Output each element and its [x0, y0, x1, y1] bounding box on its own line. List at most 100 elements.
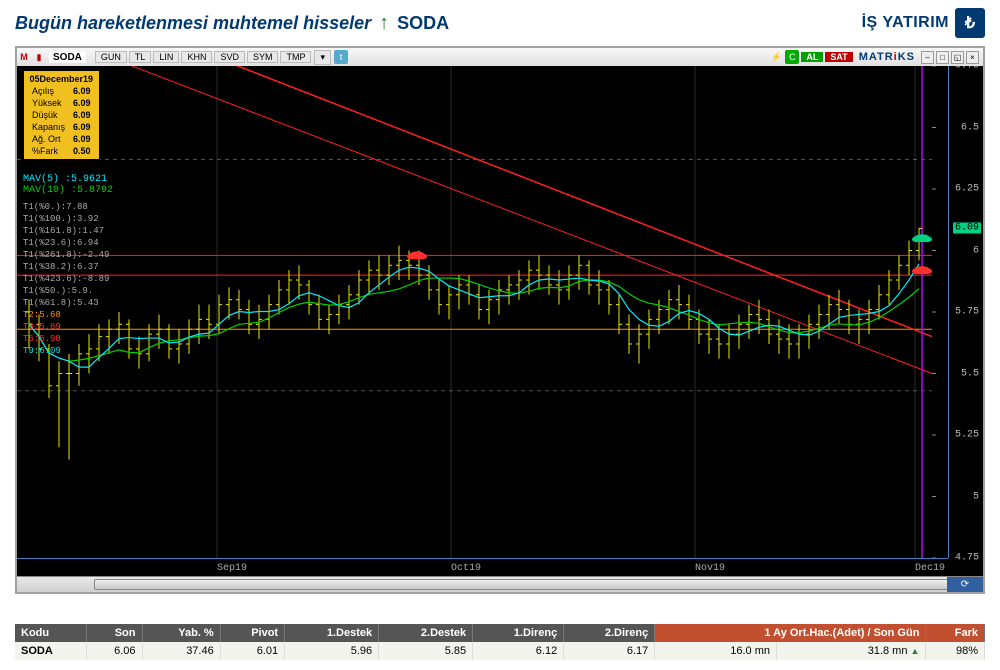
- table-cell: 6.01: [220, 642, 284, 660]
- close-icon[interactable]: ×: [966, 51, 979, 64]
- table-cell: 5.85: [379, 642, 473, 660]
- table-cell: 37.46: [142, 642, 220, 660]
- indicator-line-label: T1(%38.2):6.37: [23, 261, 109, 273]
- twitter-icon[interactable]: t: [334, 50, 348, 64]
- table-header: Son: [86, 624, 142, 642]
- ohlc-value: 6.09: [69, 109, 95, 121]
- indicator-line-label: T6:5.98: [23, 333, 109, 345]
- table-header-group: 1 Ay Ort.Hac.(Adet) / Son Gün: [655, 624, 926, 642]
- y-tick: 5.25: [955, 430, 979, 441]
- indicator-line-label: T1(%161.8):1.47: [23, 225, 109, 237]
- toolbar-btn-khn[interactable]: KHN: [181, 51, 212, 63]
- app-icon: M: [17, 50, 31, 64]
- logo-text: İŞ YATIRIM: [862, 14, 949, 32]
- dropdown-icon[interactable]: ▾: [314, 50, 331, 65]
- toolbar-btn-gun[interactable]: GUN: [95, 51, 127, 63]
- indicator-line-label: T1(%50.):5.9.: [23, 285, 109, 297]
- x-tick: Nov19: [695, 563, 725, 574]
- ohlc-value: 6.09: [69, 121, 95, 133]
- indicator-line-label: T1(%423.6):-8.89: [23, 273, 109, 285]
- indicator-line-label: T9:6.09: [23, 345, 109, 357]
- header-title: Bugün hareketlenmesi muhtemel hisseler ↑…: [15, 12, 449, 35]
- table-cell: 31.8 mn ▲: [777, 642, 926, 660]
- x-tick: Dec19: [915, 563, 945, 574]
- logo-badge-icon: ₺: [955, 8, 985, 38]
- table-cell: 16.0 mn: [655, 642, 777, 660]
- table-cell: 6.06: [86, 642, 142, 660]
- y-axis: 6.756.56.2565.755.55.2554.756.09: [948, 66, 983, 558]
- x-axis: Sep19Oct19Nov19Dec19: [17, 558, 948, 576]
- toolbar-btn-lin[interactable]: LIN: [153, 51, 179, 63]
- ohlc-box: 05December19 Açılış6.09Yüksek6.09Düşük6.…: [23, 70, 100, 160]
- y-tick: 4.75: [955, 553, 979, 564]
- maximize-icon[interactable]: □: [936, 51, 949, 64]
- ohlc-label: Ağ. Ort: [28, 133, 69, 145]
- table-cell: 98%: [926, 642, 985, 660]
- toolbar-btn-sym[interactable]: SYM: [247, 51, 279, 63]
- toolbar-symbol[interactable]: SODA: [49, 52, 86, 63]
- up-arrow-icon: ↑: [379, 12, 389, 35]
- table-cell: 6.17: [564, 642, 655, 660]
- ohlc-label: Kapanış: [28, 121, 69, 133]
- ma10-value: :5.8792: [71, 185, 113, 196]
- chart-body[interactable]: 05December19 Açılış6.09Yüksek6.09Düşük6.…: [17, 66, 983, 576]
- y-tick: 6.5: [961, 122, 979, 133]
- table-header: Kodu: [15, 624, 86, 642]
- chart-window: M ▮ SODA GUNTLLINKHNSVDSYMTMP ▾ t ⚡ C AL…: [15, 46, 985, 594]
- up-triangle-icon: ▲: [911, 646, 920, 656]
- ohlc-value: 6.09: [69, 97, 95, 109]
- chart-canvas[interactable]: [17, 66, 967, 576]
- matriks-brand: MATRiKS: [859, 51, 915, 63]
- indicator-line-label: T1(%0.):7.88: [23, 201, 109, 213]
- scrollbar-corner-icon[interactable]: ⟳: [947, 577, 983, 592]
- chart-toolbar: M ▮ SODA GUNTLLINKHNSVDSYMTMP ▾ t ⚡ C AL…: [17, 48, 983, 66]
- ohlc-value: 6.09: [69, 133, 95, 145]
- ohlc-date: 05December19: [28, 73, 95, 85]
- refresh-icon[interactable]: C: [785, 50, 799, 64]
- ohlc-label: Düşük: [28, 109, 69, 121]
- toolbar-btn-tmp[interactable]: TMP: [280, 51, 311, 63]
- ma10-label: MAV(10): [23, 185, 65, 196]
- scrollbar-thumb[interactable]: [94, 579, 963, 590]
- buy-button[interactable]: AL: [801, 52, 823, 62]
- indicator-line-label: T1(%261.8):-2.49: [23, 249, 109, 261]
- chart-type-icon[interactable]: ▮: [32, 50, 46, 64]
- ohlc-value: 0.50: [69, 145, 95, 157]
- indicator-line-label: T1(%61.8):5.43: [23, 297, 109, 309]
- y-tick: 6: [973, 245, 979, 256]
- y-tick: 6.25: [955, 184, 979, 195]
- table-header: 1.Direnç: [473, 624, 564, 642]
- brand-logo: İŞ YATIRIM ₺: [862, 8, 985, 38]
- horizontal-scrollbar[interactable]: ⟳: [17, 576, 983, 592]
- title-prefix: Bugün hareketlenmesi muhtemel hisseler: [15, 13, 371, 34]
- indicator-line-label: T1(%100.):3.92: [23, 213, 109, 225]
- table-cell: 6.12: [473, 642, 564, 660]
- minimize-icon[interactable]: –: [921, 51, 934, 64]
- y-tick: 5: [973, 491, 979, 502]
- table-header: 2.Destek: [379, 624, 473, 642]
- x-tick: Sep19: [217, 563, 247, 574]
- sell-button[interactable]: SAT: [825, 52, 852, 62]
- table-header-fark: Fark: [926, 624, 985, 642]
- page-header: Bugün hareketlenmesi muhtemel hisseler ↑…: [0, 0, 1000, 46]
- toolbar-btn-tl[interactable]: TL: [129, 51, 152, 63]
- ohlc-value: 6.09: [69, 85, 95, 97]
- indicator-line-label: T1(%23.6):6.94: [23, 237, 109, 249]
- table-header: Yab. %: [142, 624, 220, 642]
- table-header: Pivot: [220, 624, 284, 642]
- indicator-line-label: T2:5.68: [23, 309, 109, 321]
- indicator-labels: T1(%0.):7.88T1(%100.):3.92T1(%161.8):1.4…: [23, 201, 109, 357]
- table-header: 1.Destek: [285, 624, 379, 642]
- header-ticker: SODA: [397, 13, 449, 34]
- y-tick: 5.5: [961, 368, 979, 379]
- ohlc-label: Yüksek: [28, 97, 69, 109]
- ma5-value: :5.9621: [65, 174, 107, 185]
- restore-icon[interactable]: ◱: [951, 51, 964, 64]
- ma5-label: MAV(5): [23, 174, 59, 185]
- y-tick: 5.75: [955, 307, 979, 318]
- table-header: 2.Direnç: [564, 624, 655, 642]
- toolbar-btn-svd[interactable]: SVD: [214, 51, 245, 63]
- y-tick: 6.75: [955, 66, 979, 72]
- lightning-icon[interactable]: ⚡: [769, 50, 783, 64]
- ohlc-label: Açılış: [28, 85, 69, 97]
